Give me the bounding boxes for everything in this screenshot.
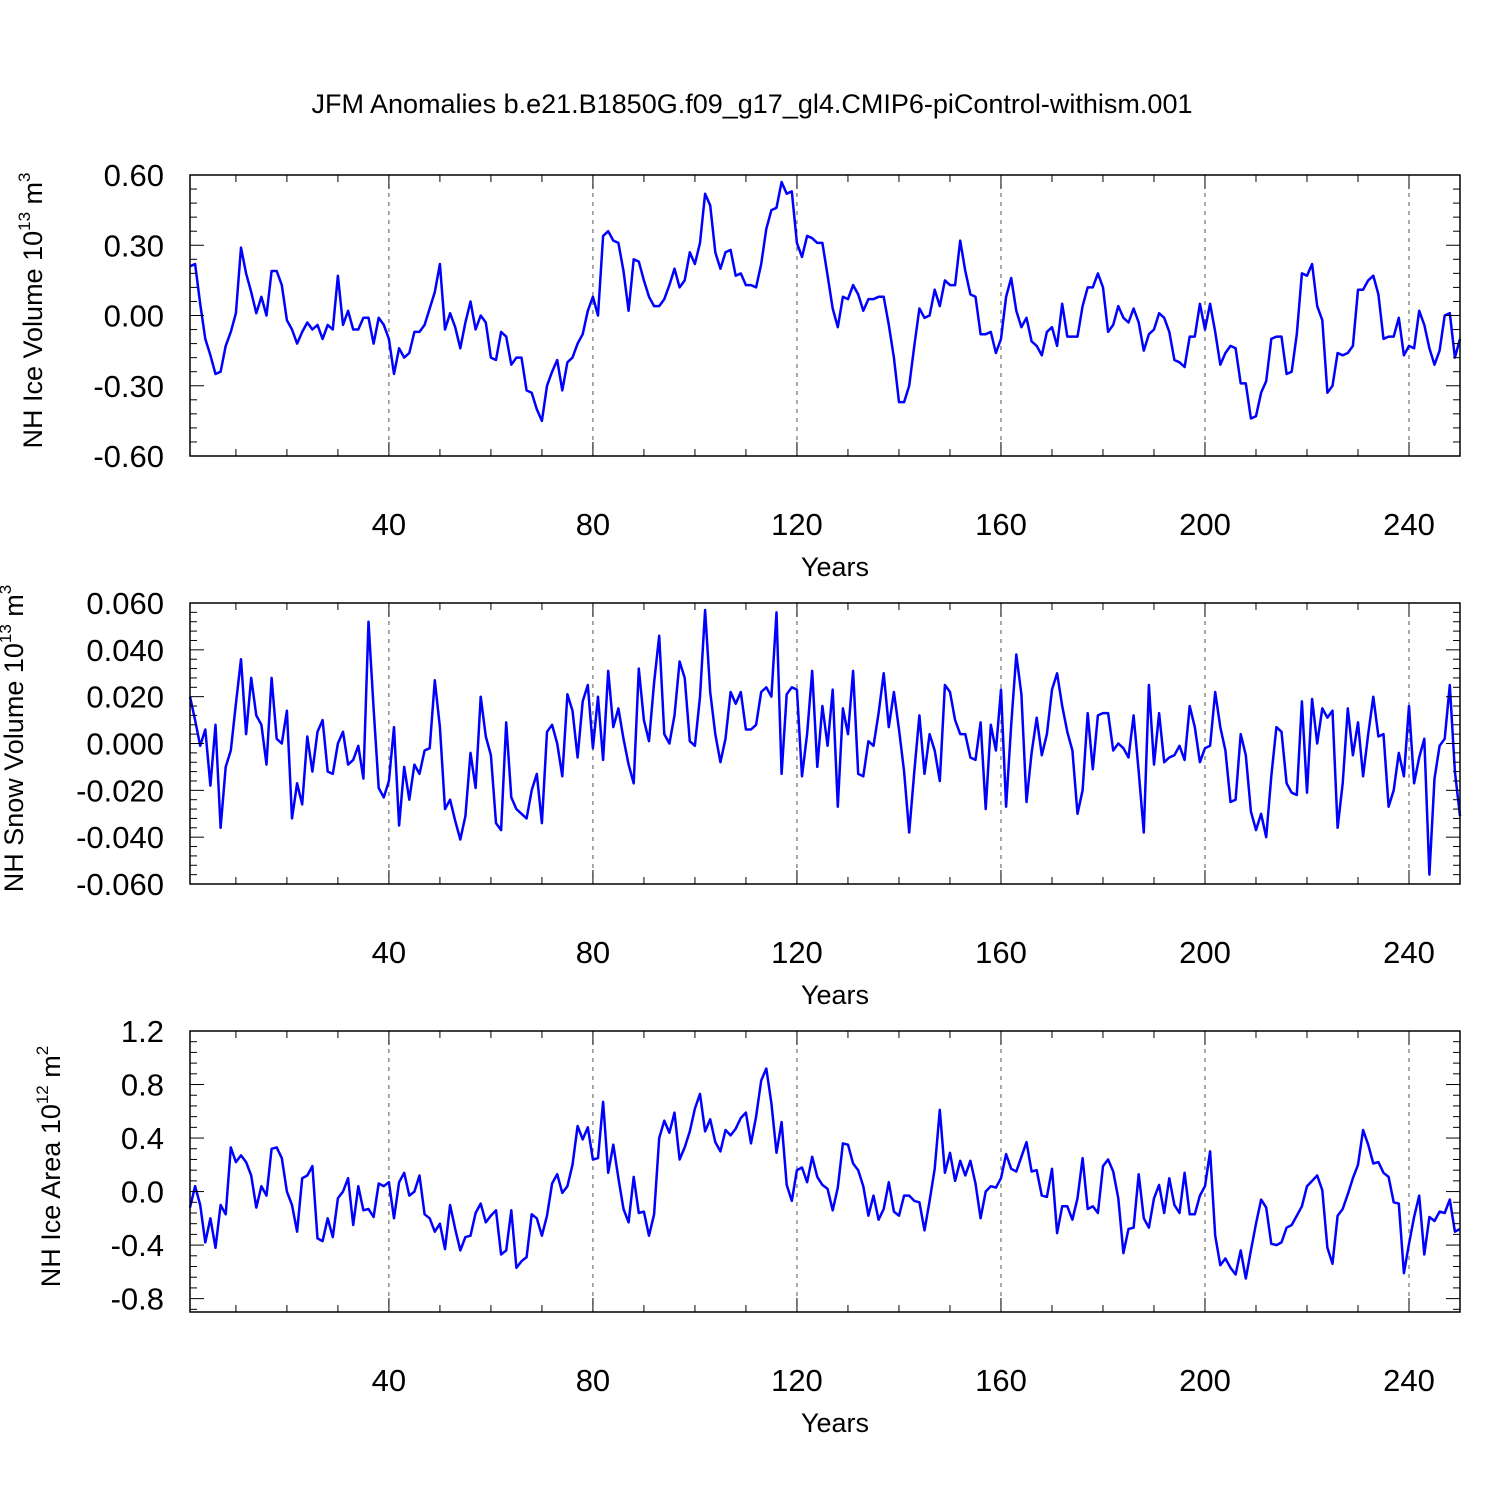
plot-frame [189, 1030, 1461, 1313]
plot-frame [189, 174, 1461, 457]
x-tick-label: 40 [372, 1363, 406, 1398]
y-tick-label: -0.040 [76, 820, 164, 855]
x-tick-label: 40 [372, 935, 406, 970]
y-tick-label: -0.8 [111, 1282, 164, 1317]
figure-title: JFM Anomalies b.e21.B1850G.f09_g17_gl4.C… [312, 89, 1193, 119]
x-tick-label: 120 [771, 935, 823, 970]
panel-1: -0.60 -0.30 0.00 0.30 0.60 40 80 120 160 200 240 Ye… [15, 158, 1462, 582]
x-tick-label: 200 [1179, 935, 1231, 970]
y-tick-label: 0.060 [86, 586, 164, 621]
panel-3: -0.8 -0.4 0.0 0.4 0.8 1.2 40 80 120 160 200 240 Year… [33, 1014, 1461, 1438]
y-axis-label: NH Ice Area 1012 m2 [33, 1046, 66, 1287]
x-tick-label: 200 [1179, 507, 1231, 542]
y-tick-label: 0.30 [104, 228, 164, 263]
plot-frame [189, 602, 1461, 885]
y-tick-label: 1.2 [121, 1014, 164, 1049]
x-tick-label: 160 [975, 507, 1027, 542]
x-tick-label: 160 [975, 935, 1027, 970]
series-line [188, 1067, 1461, 1280]
y-tick-label: -0.4 [111, 1228, 164, 1263]
x-tick-label: 120 [771, 507, 823, 542]
x-tick-label: 240 [1383, 507, 1435, 542]
panel-2: -0.060 -0.040 -0.020 0.000 0.020 0.040 0.060 40… [0, 585, 1462, 1010]
x-tick-label: 80 [576, 935, 610, 970]
y-tick-label: -0.020 [76, 773, 164, 808]
y-tick-label: -0.060 [76, 867, 164, 902]
y-tick-label: 0.60 [104, 158, 164, 193]
x-tick-label: 240 [1383, 935, 1435, 970]
x-axis-label: Years [801, 1408, 869, 1438]
series-line [189, 180, 1462, 423]
x-tick-label: 120 [771, 1363, 823, 1398]
y-tick-label: -0.60 [93, 439, 164, 474]
x-tick-label: 40 [372, 507, 406, 542]
x-axis-label: Years [801, 980, 869, 1010]
y-axis-label: NH Snow Volume 1013 m3 [0, 585, 29, 893]
y-tick-label: 0.00 [104, 299, 164, 334]
x-tick-label: 240 [1383, 1363, 1435, 1398]
y-tick-label: 0.8 [121, 1068, 164, 1103]
panels: -0.60 -0.30 0.00 0.30 0.60 40 80 120 160 200 240 Ye… [0, 158, 1462, 1438]
x-tick-label: 80 [576, 507, 610, 542]
y-tick-label: 0.0 [121, 1175, 164, 1210]
series-line [188, 608, 1462, 876]
y-tick-label: 0.020 [86, 680, 164, 715]
y-tick-label: 0.040 [86, 633, 164, 668]
x-tick-label: 160 [975, 1363, 1027, 1398]
y-tick-label: 0.4 [121, 1121, 164, 1156]
y-tick-label: -0.30 [93, 369, 164, 404]
x-tick-label: 80 [576, 1363, 610, 1398]
x-axis-label: Years [801, 552, 869, 582]
y-tick-label: 0.000 [86, 727, 164, 762]
y-axis-label: NH Ice Volume 1013 m3 [15, 173, 48, 449]
x-tick-label: 200 [1179, 1363, 1231, 1398]
